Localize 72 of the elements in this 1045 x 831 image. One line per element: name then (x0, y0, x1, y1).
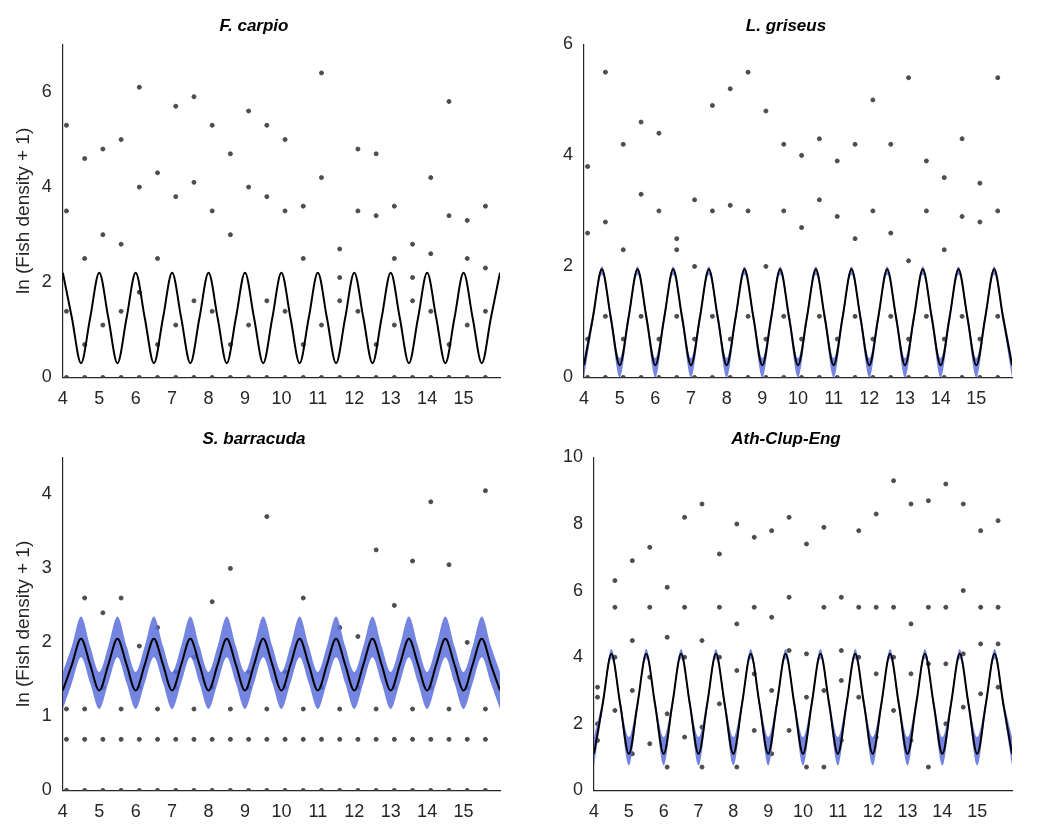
x-tick-label: 5 (623, 801, 634, 822)
y-tick-label: 0 (563, 366, 574, 387)
x-tick-label: 10 (793, 801, 814, 822)
x-tick-label: 14 (930, 388, 951, 409)
x-tick-label: 11 (308, 388, 328, 409)
x-tick-label: 4 (589, 801, 600, 822)
x-tick-label: 10 (271, 801, 292, 822)
x-tick-label: 4 (57, 388, 68, 409)
x-tick-label: 4 (57, 801, 68, 822)
x-tick-label: 13 (380, 801, 401, 822)
x-tick-label: 12 (862, 801, 883, 822)
x-tick-label: 5 (94, 801, 105, 822)
y-tick-label: 1 (41, 705, 52, 726)
x-tick-label: 14 (932, 801, 953, 822)
y-tick-label: 3 (41, 557, 52, 578)
x-tick-label: 11 (824, 388, 844, 409)
x-tick-label: 6 (650, 388, 661, 409)
y-tick-label: 0 (573, 779, 584, 800)
y-tick-label: 6 (41, 80, 52, 101)
x-tick-label: 8 (203, 388, 214, 409)
x-tick-label: 12 (344, 388, 365, 409)
y-tick-label: 2 (41, 631, 52, 652)
x-tick-label: 10 (271, 388, 292, 409)
x-tick-label: 8 (728, 801, 739, 822)
y-tick-label: 2 (563, 255, 574, 276)
x-tick-label: 13 (897, 801, 918, 822)
x-tick-label: 7 (686, 388, 697, 409)
x-tick-label: 15 (453, 801, 474, 822)
chart-title: L. griseus (745, 15, 827, 35)
y-tick-label: 8 (573, 512, 584, 533)
x-tick-label: 12 (859, 388, 880, 409)
chart-title: Ath-Clup-Eng (730, 428, 842, 448)
x-tick-label: 14 (417, 801, 438, 822)
x-tick-label: 9 (239, 801, 250, 822)
y-tick-label: 0 (41, 366, 52, 387)
x-tick-label: 13 (894, 388, 916, 409)
y-axis-title: ln (Fish density + 1) (11, 127, 33, 295)
x-tick-label: 9 (239, 388, 250, 409)
y-tick-label: 6 (573, 579, 584, 600)
x-tick-label: 9 (757, 388, 768, 409)
x-tick-label: 6 (130, 801, 141, 822)
x-tick-label: 12 (344, 801, 365, 822)
x-tick-label: 7 (167, 801, 178, 822)
y-tick-label: 0 (41, 779, 52, 800)
x-tick-label: 11 (828, 801, 848, 822)
y-tick-label: 4 (573, 646, 584, 667)
x-tick-label: 15 (967, 801, 988, 822)
chart-title: S. barracuda (202, 428, 306, 448)
x-tick-label: 11 (308, 801, 328, 822)
x-tick-label: 9 (763, 801, 774, 822)
y-tick-label: 4 (41, 176, 52, 197)
x-tick-label: 8 (203, 801, 214, 822)
y-tick-label: 2 (573, 712, 584, 733)
y-tick-label: 4 (41, 483, 52, 504)
chart-title: F. carpio (219, 15, 289, 35)
x-tick-label: 15 (453, 388, 474, 409)
x-tick-label: 7 (693, 801, 704, 822)
x-tick-label: 5 (614, 388, 625, 409)
x-tick-label: 14 (417, 388, 438, 409)
x-tick-label: 6 (658, 801, 669, 822)
x-tick-label: 5 (94, 388, 105, 409)
y-tick-label: 6 (563, 33, 574, 54)
x-tick-label: 7 (167, 388, 178, 409)
x-tick-label: 6 (130, 388, 141, 409)
y-tick-label: 2 (41, 271, 52, 292)
x-tick-label: 13 (380, 388, 401, 409)
x-tick-label: 8 (721, 388, 732, 409)
y-tick-label: 4 (563, 144, 574, 165)
y-tick-label: 10 (562, 446, 584, 467)
y-axis-title: ln (Fish density + 1) (11, 540, 33, 708)
x-tick-label: 10 (787, 388, 809, 409)
x-tick-label: 15 (966, 388, 987, 409)
